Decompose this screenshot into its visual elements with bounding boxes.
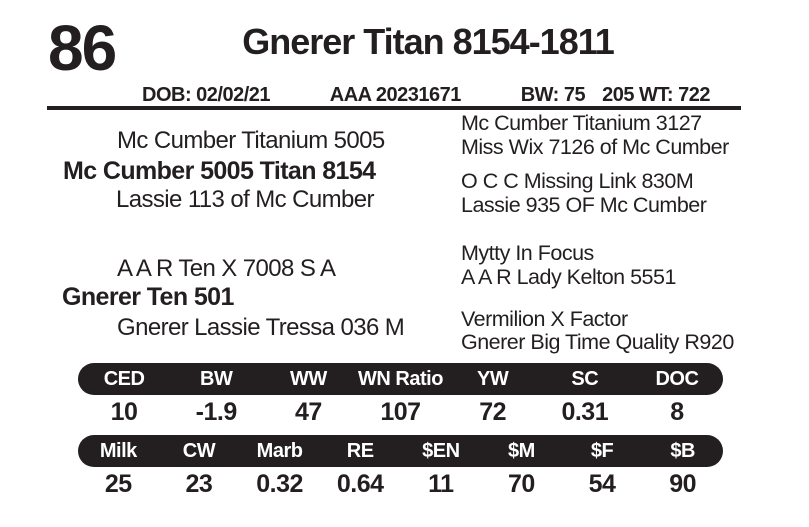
epd-value-cell: 47 [294,398,322,426]
epd-header-cell: YW [477,368,509,390]
epd-value-cell: 11 [428,470,454,498]
sire-name: Mc Cumber 5005 Titan 8154 [63,157,376,185]
epd-value-cell: 10 [110,398,138,426]
epd-header-cell: Milk [99,440,137,462]
epd-value-cell: 25 [104,470,132,498]
epd-header-cell: WN Ratio [358,368,443,390]
animal-info-row: DOB: 02/02/21 AAA 20231671 BW: 75 205 WT… [142,85,710,105]
epd-header-cell: SC [571,368,599,390]
dam-name: Gnerer Ten 501 [62,283,234,311]
birth-weight-text: BW: 75 [520,84,586,106]
sire-dam-name: Lassie 113 of Mc Cumber [116,186,374,213]
dam-sire-sire-name: Mytty In Focus [461,241,594,265]
epd-value-cell: 90 [669,470,697,498]
epd-header-cell: $F [590,440,614,462]
epd-value-cell: 70 [508,470,535,498]
sire-sire-name: Mc Cumber Titanium 5005 [117,127,385,154]
epd-value-cell: 72 [479,398,507,426]
lot-number: 86 [48,12,117,84]
epd-value-cell: -1.9 [195,398,238,426]
epd-value-cell: 107 [380,398,421,426]
dam-dam-name: Gnerer Lassie Tressa 036 M [117,314,405,341]
dam-sire-name: A A R Ten X 7008 S A [117,255,336,282]
page-title: Gnerer Titan 8154-1811 [242,21,615,62]
epd-header-cell: RE [346,440,374,462]
epd-header-cell: $M [508,440,535,462]
epd-table-1-header-row: CED BW WW WN Ratio YW SC DOC [78,363,723,395]
epd-header-cell: $EN [422,440,460,462]
epd-header-cell: $B [670,440,695,462]
registration-number: AAA 20231671 [329,84,462,106]
epd-value-cell: 54 [588,470,616,498]
header-divider [47,106,741,110]
epd-header-cell: CED [103,368,145,390]
sire-sire-dam-name: Miss Wix 7126 of Mc Cumber [461,135,729,159]
epd-header-cell: BW [200,368,233,390]
sire-dam-sire-name: O C C Missing Link 830M [461,169,694,193]
dam-dam-sire-name: Vermilion X Factor [461,307,628,331]
epd-header-cell: Marb [256,440,303,462]
sire-dam-dam-name: Lassie 935 OF Mc Cumber [461,193,707,217]
dob-text: DOB: 02/02/21 [142,84,271,106]
weights-group: BW: 75 205 WT: 722 [520,84,711,106]
epd-value-cell: 0.32 [256,470,303,498]
epd-header-cell: DOC [655,368,699,390]
sire-sire-sire-name: Mc Cumber Titanium 3127 [461,111,702,135]
epd-value-cell: 23 [185,470,213,498]
epd-table-2-value-row: 25 23 0.32 0.64 11 70 54 90 [78,472,723,497]
dam-sire-dam-name: A A R Lady Kelton 5551 [461,265,676,289]
epd-header-cell: CW [182,440,216,462]
epd-value-cell: 0.64 [336,470,384,498]
weaning-weight-text: 205 WT: 722 [602,84,710,106]
epd-value-cell: 0.31 [561,398,609,426]
epd-table-1-value-row: 10 -1.9 47 107 72 0.31 8 [78,400,723,425]
epd-value-cell: 8 [670,398,684,426]
epd-table-2-header-row: Milk CW Marb RE $EN $M $F $B [78,435,723,467]
dam-dam-dam-name: Gnerer Big Time Quality R920 [461,330,734,354]
epd-header-cell: WW [289,368,327,390]
